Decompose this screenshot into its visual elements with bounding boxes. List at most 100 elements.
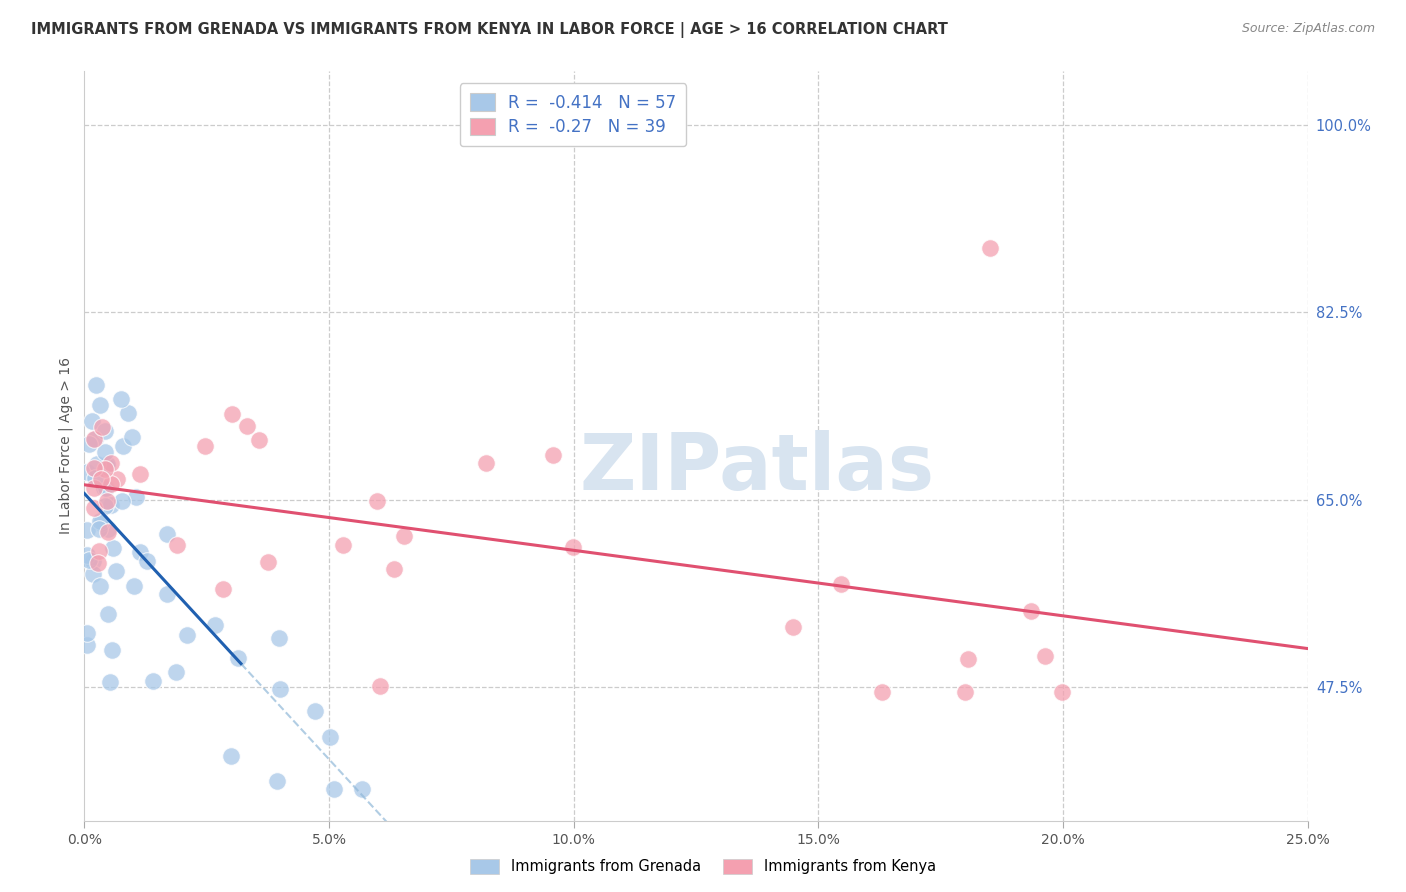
Point — [112, 439, 135, 453]
Point — [269, 681, 291, 696]
Point — [94, 481, 117, 495]
Point — [76, 523, 98, 537]
Point — [219, 749, 242, 764]
Point — [156, 586, 179, 600]
Point — [89, 515, 111, 529]
Point — [350, 781, 373, 796]
Point — [84, 432, 107, 446]
Point — [1019, 604, 1042, 618]
Point — [103, 541, 125, 556]
Text: ZIPatlas: ZIPatlas — [579, 431, 935, 507]
Point — [1050, 685, 1073, 699]
Point — [236, 419, 259, 434]
Point — [87, 557, 110, 571]
Point — [319, 730, 342, 744]
Point — [128, 467, 150, 481]
Point — [212, 582, 235, 596]
Point — [267, 631, 290, 645]
Point — [94, 425, 117, 439]
Point — [165, 665, 187, 679]
Point — [394, 529, 416, 543]
Point — [96, 460, 118, 475]
Point — [332, 538, 354, 552]
Point — [100, 456, 122, 470]
Point — [87, 544, 110, 558]
Y-axis label: In Labor Force | Age > 16: In Labor Force | Age > 16 — [59, 358, 73, 534]
Point — [957, 651, 980, 665]
Point — [104, 564, 127, 578]
Point — [94, 499, 117, 513]
Point — [96, 458, 118, 472]
Point — [105, 472, 128, 486]
Point — [76, 626, 98, 640]
Point — [98, 674, 121, 689]
Point — [110, 392, 132, 406]
Point — [97, 525, 120, 540]
Point — [90, 516, 112, 531]
Point — [76, 549, 98, 563]
Point — [83, 481, 105, 495]
Point — [953, 685, 976, 699]
Point — [82, 553, 104, 567]
Text: IMMIGRANTS FROM GRENADA VS IMMIGRANTS FROM KENYA IN LABOR FORCE | AGE > 16 CORRE: IMMIGRANTS FROM GRENADA VS IMMIGRANTS FR… — [31, 22, 948, 38]
Point — [84, 377, 107, 392]
Point — [782, 620, 804, 634]
Point — [76, 465, 98, 479]
Point — [89, 579, 111, 593]
Point — [256, 555, 278, 569]
Point — [266, 774, 288, 789]
Point — [100, 499, 122, 513]
Point — [221, 407, 243, 421]
Point — [83, 501, 105, 516]
Point — [97, 607, 120, 621]
Point — [830, 577, 852, 591]
Point — [204, 617, 226, 632]
Point — [121, 430, 143, 444]
Point — [125, 490, 148, 504]
Point — [129, 544, 152, 558]
Point — [247, 434, 270, 448]
Point — [1035, 649, 1057, 664]
Point — [100, 477, 122, 491]
Text: Source: ZipAtlas.com: Source: ZipAtlas.com — [1241, 22, 1375, 36]
Point — [93, 481, 115, 495]
Point — [90, 420, 112, 434]
Point — [226, 651, 249, 665]
Point — [90, 472, 112, 486]
Point — [89, 398, 111, 412]
Legend: Immigrants from Grenada, Immigrants from Kenya: Immigrants from Grenada, Immigrants from… — [464, 853, 942, 880]
Point — [166, 538, 188, 552]
Point — [543, 448, 565, 462]
Point — [370, 679, 392, 693]
Point — [83, 432, 105, 446]
Point — [979, 241, 1001, 255]
Point — [304, 704, 326, 718]
Point — [100, 643, 122, 657]
Point — [83, 460, 105, 475]
Point — [111, 494, 134, 508]
Point — [96, 494, 118, 508]
Point — [82, 566, 104, 581]
Point — [366, 493, 388, 508]
Point — [97, 522, 120, 536]
Point — [474, 456, 496, 470]
Point — [194, 439, 217, 453]
Point — [135, 554, 157, 568]
Point — [142, 674, 165, 689]
Point — [382, 562, 405, 576]
Point — [155, 526, 177, 541]
Point — [89, 522, 111, 536]
Point — [82, 414, 104, 428]
Point — [322, 781, 344, 796]
Legend: R =  -0.414   N = 57, R =  -0.27   N = 39: R = -0.414 N = 57, R = -0.27 N = 39 — [460, 84, 686, 146]
Point — [870, 685, 893, 699]
Point — [77, 552, 100, 566]
Point — [117, 405, 139, 419]
Point — [76, 638, 98, 652]
Point — [77, 436, 100, 450]
Point — [94, 462, 117, 476]
Point — [176, 627, 198, 641]
Point — [94, 445, 117, 459]
Point — [124, 579, 146, 593]
Point — [86, 458, 108, 472]
